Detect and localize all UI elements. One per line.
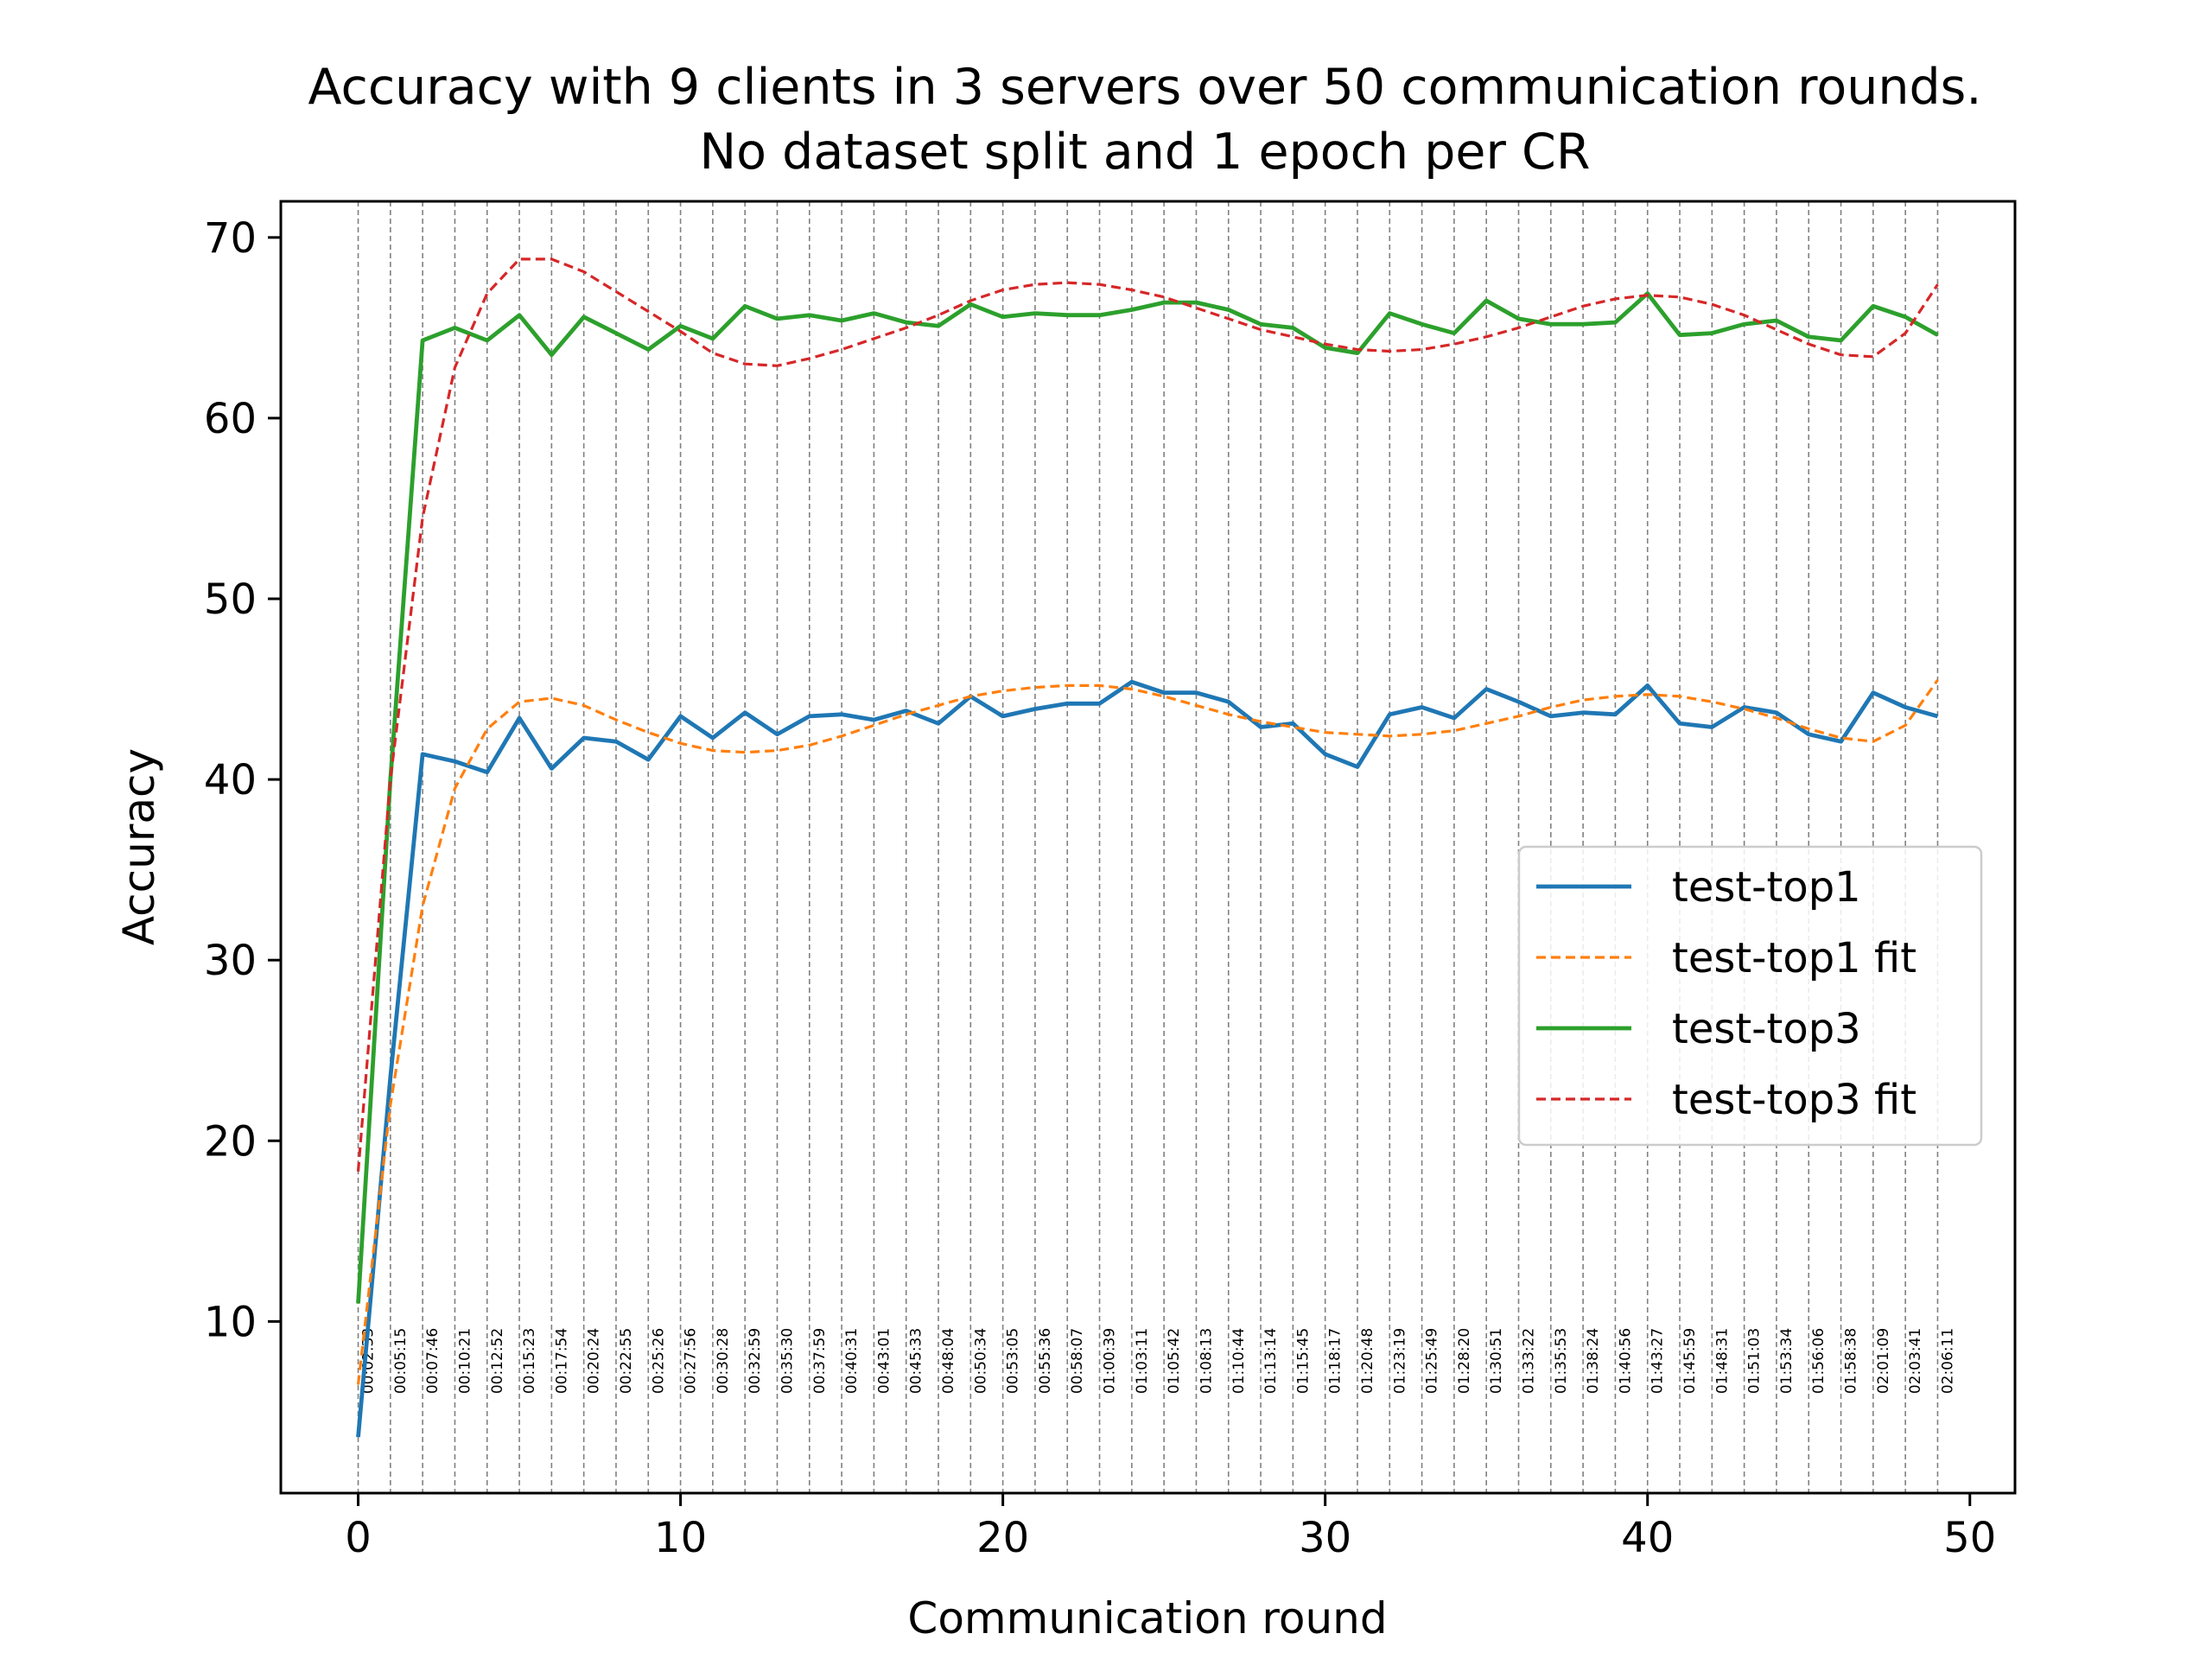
round-time-labels: 00:02:33 00:05:15 00:07:46 00:10:21 00:12:52…: [360, 1328, 1957, 1394]
round-time-label: 02:03:41: [1907, 1328, 1924, 1394]
series-line-test-top3: [356, 291, 1939, 1304]
chart-title-line-2: No dataset split and 1 epoch per CR: [700, 124, 1591, 181]
y-tick-label: 60: [204, 395, 257, 443]
round-time-label: 01:30:51: [1488, 1328, 1505, 1394]
round-time-label: 00:17:54: [553, 1328, 570, 1394]
x-tick-label: 20: [976, 1514, 1029, 1562]
y-tick-label: 30: [204, 937, 257, 985]
x-axis-label: Communication round: [907, 1593, 1387, 1643]
y-axis-label: Accuracy: [114, 748, 164, 945]
round-time-label: 00:58:07: [1069, 1328, 1086, 1394]
round-time-label: 00:22:55: [618, 1328, 635, 1394]
round-time-label: 00:10:21: [456, 1328, 474, 1394]
round-time-label: 00:53:05: [1005, 1328, 1022, 1394]
round-time-label: 01:58:38: [1843, 1328, 1860, 1394]
round-time-label: 00:55:36: [1037, 1328, 1054, 1394]
series-line-test-top1-fit: [356, 679, 1939, 1385]
x-axis-ticks: 0 10 20 30 40 50: [345, 1493, 1996, 1562]
round-time-label: 01:45:59: [1681, 1328, 1699, 1394]
round-time-label: 01:33:22: [1521, 1328, 1538, 1394]
round-time-label: 01:56:06: [1810, 1328, 1827, 1394]
round-time-label: 00:40:31: [843, 1328, 861, 1394]
round-time-label: 01:15:45: [1294, 1328, 1312, 1394]
round-time-label: 00:48:04: [940, 1328, 957, 1394]
series-line-test-top1: [356, 679, 1939, 1438]
round-time-label: 00:15:23: [521, 1328, 538, 1394]
round-time-markers: [357, 201, 1939, 1493]
round-time-label: 00:32:59: [747, 1328, 764, 1394]
x-tick-label: 40: [1621, 1514, 1674, 1562]
y-tick-label: 50: [204, 575, 257, 624]
round-time-label: 00:45:33: [908, 1328, 925, 1394]
legend-label: test-top1: [1672, 863, 1861, 912]
round-time-label: 00:30:28: [715, 1328, 732, 1394]
chart-title-line-1: Accuracy with 9 clients in 3 servers ove…: [308, 59, 1982, 116]
round-time-label: 01:00:39: [1102, 1328, 1119, 1394]
y-tick-label: 40: [204, 756, 257, 804]
round-time-label: 01:28:20: [1456, 1328, 1473, 1394]
x-tick-label: 10: [654, 1514, 707, 1562]
legend-label: test-top3 fit: [1672, 1076, 1916, 1124]
round-time-label: 01:53:34: [1778, 1328, 1796, 1394]
round-time-label: 01:13:14: [1262, 1328, 1280, 1394]
y-tick-label: 20: [204, 1117, 257, 1166]
x-tick-label: 50: [1943, 1514, 1996, 1562]
y-axis-ticks: 10 20 30 40 50 60 70: [204, 214, 281, 1346]
round-time-label: 01:38:24: [1585, 1328, 1602, 1394]
round-time-label: 00:35:30: [779, 1328, 796, 1394]
y-tick-label: 10: [204, 1298, 257, 1346]
round-time-label: 01:20:48: [1359, 1328, 1376, 1394]
round-time-label: 01:43:27: [1649, 1328, 1667, 1394]
round-time-label: 01:05:42: [1166, 1328, 1183, 1394]
round-time-label: 01:48:31: [1713, 1328, 1731, 1394]
round-time-label: 01:35:53: [1553, 1328, 1570, 1394]
round-time-label: 00:12:52: [489, 1328, 506, 1394]
round-time-label: 01:08:13: [1198, 1328, 1215, 1394]
round-time-label: 01:40:56: [1617, 1328, 1634, 1394]
round-time-label: 01:51:03: [1746, 1328, 1764, 1394]
round-time-label: 00:27:56: [683, 1328, 700, 1394]
round-time-label: 01:18:17: [1327, 1328, 1344, 1394]
round-time-label: 00:20:24: [586, 1328, 603, 1394]
round-time-label: 01:23:19: [1391, 1328, 1408, 1394]
round-time-label: 00:25:26: [650, 1328, 667, 1394]
round-time-label: 00:37:59: [811, 1328, 829, 1394]
round-time-label: 01:10:44: [1230, 1328, 1248, 1394]
round-time-label: 00:43:01: [875, 1328, 893, 1394]
round-time-label: 01:03:11: [1134, 1328, 1151, 1394]
round-time-label: 01:25:49: [1424, 1328, 1441, 1394]
round-time-label: 00:05:15: [392, 1328, 410, 1394]
round-time-label: 00:50:34: [972, 1328, 989, 1394]
legend-label: test-top3: [1672, 1005, 1861, 1053]
legend-box: [1517, 845, 1983, 1147]
legend: test-top1 test-top1 fit test-top3 test-top3…: [1517, 845, 1983, 1147]
x-tick-label: 30: [1299, 1514, 1351, 1562]
series-lines: [356, 257, 1939, 1438]
x-tick-label: 0: [345, 1514, 372, 1562]
round-time-label: 00:07:46: [424, 1328, 442, 1394]
series-line-test-top3-fit: [356, 257, 1939, 1172]
round-time-label: 02:06:11: [1939, 1328, 1956, 1394]
legend-label: test-top1 fit: [1672, 934, 1916, 982]
y-tick-label: 70: [204, 214, 257, 263]
round-time-label: 02:01:09: [1875, 1328, 1892, 1394]
plot-frame: [279, 200, 2017, 1495]
